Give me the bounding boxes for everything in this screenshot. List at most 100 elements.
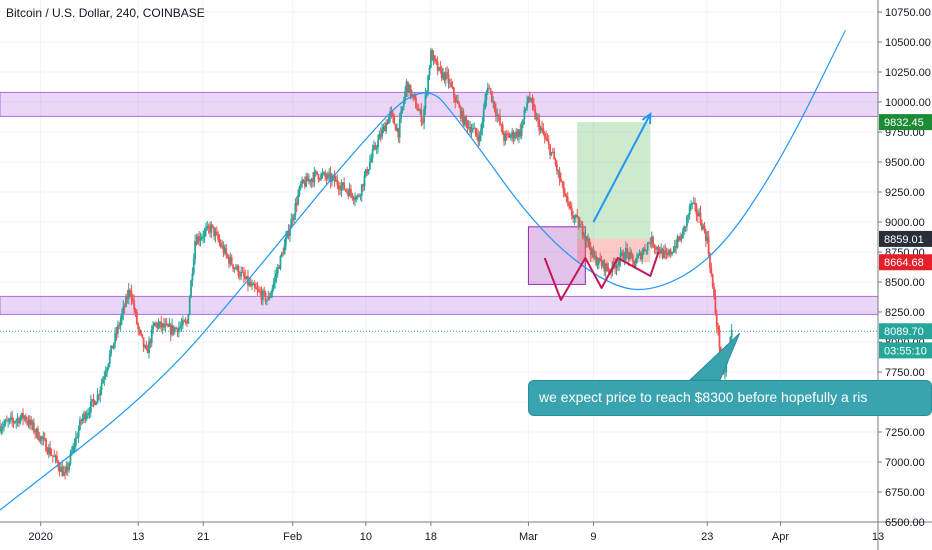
candle-body (650, 236, 653, 244)
grid (0, 0, 879, 522)
candle-body (127, 289, 130, 299)
candle-body (440, 69, 443, 79)
candle-body (149, 340, 152, 344)
candle-body (401, 106, 404, 112)
zone-resistance (0, 91, 879, 117)
candle-body (237, 265, 240, 276)
candle-body (385, 122, 388, 132)
candle-body (9, 417, 12, 419)
candle-body (222, 245, 225, 254)
candle-body (199, 238, 202, 241)
candle-body (134, 309, 137, 312)
candles (0, 47, 733, 480)
candle-body (278, 266, 281, 269)
candle-body (280, 253, 283, 256)
candle-body (635, 257, 638, 264)
candle-body (511, 131, 514, 136)
candle-body (56, 455, 58, 462)
candle-body (622, 252, 625, 260)
candle-body (295, 203, 298, 205)
candle-body (253, 284, 256, 288)
candle-body (329, 173, 332, 182)
candle-body (665, 252, 668, 255)
candle-body (419, 109, 421, 111)
candle-body (515, 131, 518, 137)
candle-body (486, 87, 489, 93)
candle-body (557, 170, 560, 172)
candle-body (14, 421, 16, 423)
candle-body (344, 189, 347, 191)
candle-body (69, 453, 72, 464)
candle-body (129, 289, 131, 292)
candle-body (12, 420, 15, 423)
candle-body (680, 236, 683, 239)
candle-body (476, 133, 478, 137)
candle-body (500, 124, 503, 126)
candle-body (400, 111, 402, 119)
candle-body (42, 437, 45, 439)
price-badge-label: 8089.70 (884, 326, 924, 338)
candle-body (481, 121, 484, 129)
candle-body (415, 97, 417, 109)
candle-body (366, 169, 369, 174)
candle-body (245, 275, 248, 279)
candle-body (711, 274, 714, 287)
candle-body (686, 216, 688, 227)
candle-body (232, 264, 234, 269)
candle-body (362, 184, 365, 187)
candle-body (593, 255, 596, 258)
candle-body (229, 257, 232, 264)
candle-body (18, 418, 20, 424)
candle-body (203, 231, 206, 237)
candle-body (102, 379, 104, 384)
candle-body (591, 248, 594, 255)
candle-body (661, 248, 664, 258)
candle-body (581, 224, 584, 235)
candle-body (623, 258, 626, 260)
candle-body (448, 82, 451, 84)
y-tick-label: 9000.00 (885, 217, 925, 229)
candle-body (673, 246, 676, 252)
candle-body (34, 431, 37, 433)
candle-body (386, 122, 389, 124)
candle-body (446, 72, 449, 74)
candle-body (46, 451, 49, 454)
candle-body (38, 438, 41, 441)
candle-body (215, 232, 218, 235)
candle-body (157, 324, 160, 328)
y-tick-label: 6750.00 (885, 487, 925, 499)
candle-body (238, 275, 241, 277)
candle-body (551, 151, 554, 153)
candle-body (114, 332, 117, 343)
candle-body (471, 128, 474, 131)
candle-body (310, 178, 313, 183)
candle-body (455, 100, 458, 103)
candle-body (205, 228, 207, 232)
candle-body (663, 250, 665, 258)
candle-body (72, 445, 75, 452)
candle-body (164, 324, 167, 328)
candle-body (538, 119, 541, 131)
candle-body (592, 248, 595, 258)
candle-body (324, 172, 327, 177)
candle-body (282, 253, 285, 255)
candle-body (266, 299, 268, 302)
candle-body (648, 242, 650, 244)
candle-body (379, 134, 382, 137)
candle-body (531, 98, 534, 104)
candle-body (615, 264, 618, 269)
candle-body (301, 179, 304, 184)
candle-body (524, 108, 527, 110)
candle-body (200, 236, 203, 239)
candle-body (565, 196, 568, 198)
candle-body (88, 412, 91, 414)
candle-body (351, 193, 354, 198)
candle-body (508, 134, 511, 138)
candle-body (64, 471, 66, 473)
candle-body (11, 417, 14, 421)
annotation-callout[interactable]: we expect price to reach $8300 before ho… (528, 380, 932, 416)
candle-body (343, 182, 346, 190)
candle-body (595, 255, 598, 266)
candle-body (633, 260, 636, 268)
